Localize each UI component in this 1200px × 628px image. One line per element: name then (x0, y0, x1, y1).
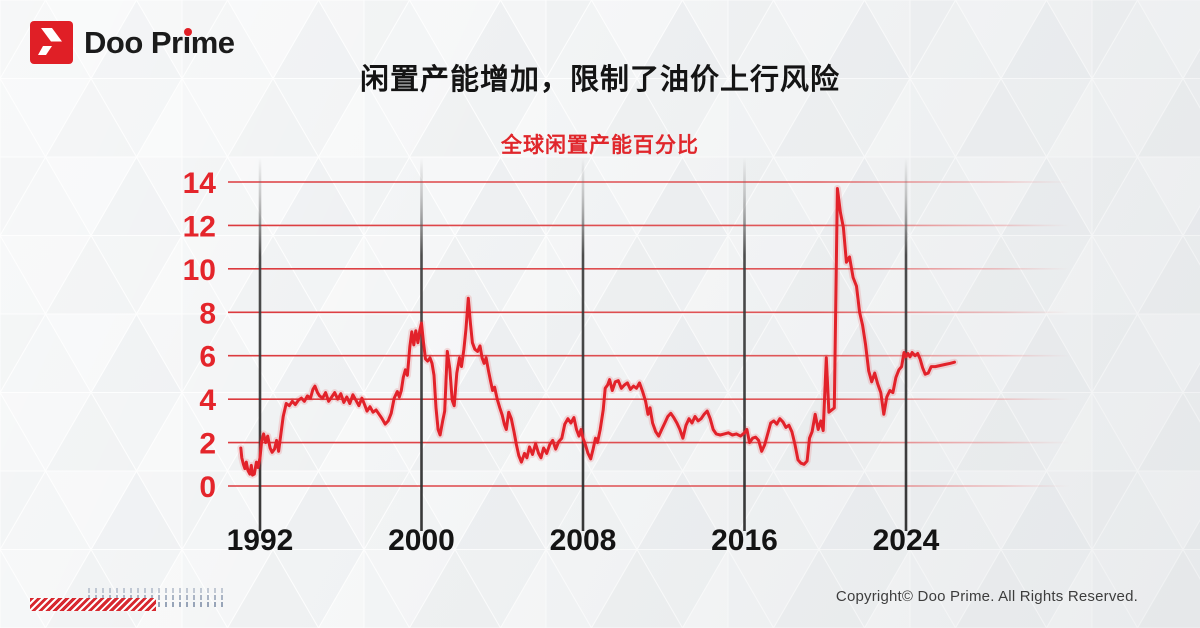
x-tick-label: 2008 (550, 524, 617, 557)
y-tick-label: 0 (199, 471, 216, 504)
x-tick-label: 2024 (873, 524, 940, 557)
y-tick-label: 12 (183, 210, 216, 243)
page-title: 闲置产能增加，限制了油价上行风险 (359, 64, 840, 96)
footer-dots-row (88, 595, 223, 600)
chart-title: 全球闲置产能百分比 (501, 134, 699, 157)
series-glow (237, 185, 958, 479)
y-tick-label: 14 (183, 167, 217, 200)
logo-wordmark: Doo Prime (84, 27, 235, 58)
y-tick-label: 4 (199, 384, 216, 417)
footer-dots-row (88, 588, 223, 593)
x-tick-label: 2000 (388, 524, 455, 557)
y-tick-label: 8 (199, 297, 216, 330)
y-tick-label: 10 (183, 254, 216, 287)
logo-wordmark-text: Doo Prime (84, 25, 235, 60)
y-tick-label: 6 (199, 341, 216, 374)
series-line (239, 187, 956, 477)
logo-i-dot (184, 28, 192, 36)
x-tick-label: 1992 (227, 524, 294, 557)
doo-prime-logo: Doo Prime (30, 21, 235, 64)
x-tick-label: 2016 (711, 524, 778, 557)
copyright-text: Copyright© Doo Prime. All Rights Reserve… (835, 588, 1138, 605)
footer-hatched-bar (30, 598, 156, 611)
y-tick-label: 2 (199, 428, 216, 461)
doo-prime-logo-icon (30, 21, 73, 64)
